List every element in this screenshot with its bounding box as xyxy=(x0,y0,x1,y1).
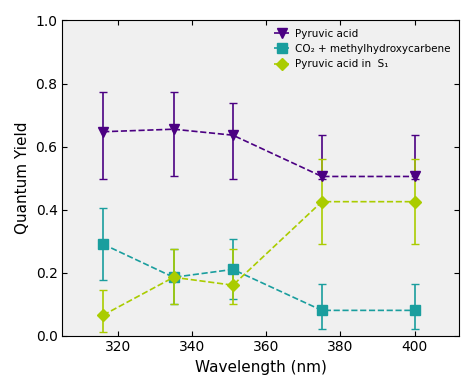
Y-axis label: Quantum Yield: Quantum Yield xyxy=(15,122,30,234)
Legend: Pyruvic acid, CO₂ + methylhydroxycarbene, Pyruvic acid in  S₁: Pyruvic acid, CO₂ + methylhydroxycarbene… xyxy=(271,26,454,73)
X-axis label: Wavelength (nm): Wavelength (nm) xyxy=(195,360,327,375)
